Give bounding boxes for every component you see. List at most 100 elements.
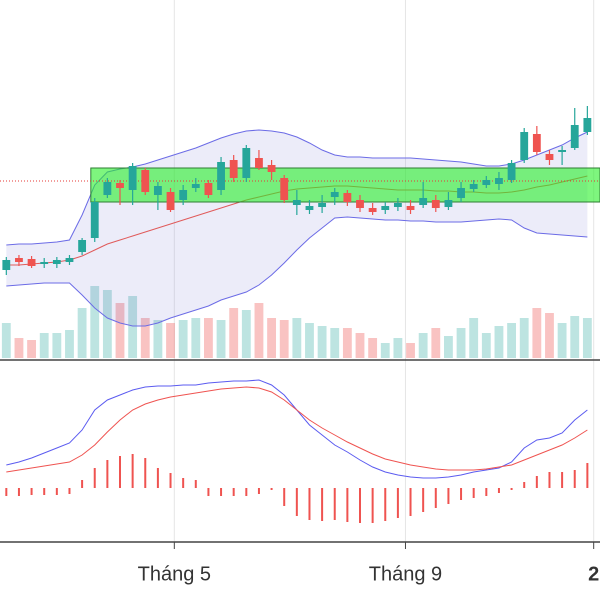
- volume-bar: [241, 310, 251, 358]
- candle-body: [153, 186, 162, 195]
- macd-hist: [510, 488, 513, 490]
- macd-hist: [422, 488, 425, 512]
- volume-bar: [128, 296, 138, 358]
- volume-bar: [65, 330, 74, 358]
- volume-bar: [279, 320, 289, 358]
- macd-hist: [308, 488, 311, 520]
- candle-body: [90, 202, 99, 238]
- volume-bar: [545, 313, 554, 358]
- volume-bar: [532, 308, 542, 358]
- macd-hist: [68, 488, 71, 494]
- macd-hist: [17, 488, 20, 496]
- x-axis: Tháng 5 Tháng 9 2: [138, 542, 599, 585]
- volume-bar: [456, 328, 466, 358]
- candle-body: [78, 240, 87, 252]
- candle-body: [128, 166, 137, 190]
- candle-body: [65, 258, 74, 262]
- candle-body: [305, 206, 314, 210]
- volume-bar: [305, 323, 314, 358]
- volume-bar: [115, 303, 125, 358]
- macd-hist: [55, 488, 58, 495]
- volume-bar: [380, 343, 390, 358]
- candle-body: [255, 158, 263, 168]
- macd-hist: [106, 460, 109, 488]
- candle-body: [40, 262, 49, 264]
- macd-hist: [156, 468, 159, 488]
- macd-hist: [472, 488, 475, 498]
- macd-hist: [182, 478, 185, 488]
- volume-bar: [254, 303, 264, 358]
- macd-hist: [485, 488, 488, 496]
- candle-body: [495, 178, 503, 184]
- macd-hist: [346, 488, 349, 522]
- candle-body: [469, 184, 478, 189]
- volume-bar: [342, 328, 352, 358]
- volume-bar: [1, 323, 11, 358]
- volume-bar: [204, 318, 213, 358]
- macd-hist: [131, 454, 134, 488]
- candle-body: [356, 200, 364, 208]
- macd-hist: [93, 468, 96, 488]
- candle-body: [179, 190, 188, 200]
- volume-bar: [39, 333, 49, 358]
- grid: [173, 0, 595, 542]
- candle-body: [166, 192, 175, 210]
- candle-body: [292, 200, 301, 205]
- macd-hist: [396, 488, 399, 518]
- macd-hist: [384, 488, 387, 521]
- macd-hist: [359, 488, 361, 523]
- volume-bar: [393, 338, 403, 358]
- volume-bar: [52, 333, 62, 358]
- volume-bar: [216, 320, 226, 358]
- volume-bar: [14, 338, 24, 358]
- macd-hist: [548, 472, 551, 488]
- macd-hist: [81, 480, 84, 488]
- macd-hist: [220, 488, 223, 496]
- candle-body: [217, 162, 225, 190]
- volume-bar: [355, 333, 365, 358]
- x-tick-label: 2: [588, 563, 599, 585]
- volume-bar: [292, 318, 302, 358]
- candle-body: [482, 180, 491, 185]
- candle-body: [15, 258, 23, 262]
- volume-bar: [229, 308, 239, 358]
- candle-body: [330, 192, 339, 197]
- candle-body: [280, 178, 289, 200]
- macd-hist: [5, 488, 8, 496]
- macd-hist: [283, 488, 286, 506]
- price-layer: [0, 106, 600, 327]
- volume-bar: [444, 336, 453, 358]
- candle-body: [381, 206, 390, 210]
- volume-bar: [557, 323, 567, 358]
- candle-body: [558, 150, 567, 152]
- candle-body: [204, 183, 213, 195]
- volume-bar: [406, 343, 415, 358]
- x-tick-label: Tháng 9: [369, 563, 442, 585]
- candle-body: [368, 208, 377, 212]
- macd-hist: [333, 488, 336, 520]
- volume-bar: [507, 323, 516, 358]
- volume-bar: [77, 308, 87, 358]
- candle-body: [229, 160, 238, 178]
- candle-body: [570, 125, 579, 148]
- candle-body: [318, 203, 327, 207]
- candle-body: [532, 134, 541, 152]
- candle-body: [52, 260, 61, 264]
- volume-bar: [267, 318, 276, 358]
- candle-body: [457, 188, 465, 198]
- macd-hist: [523, 482, 526, 488]
- macd-hist: [169, 473, 172, 488]
- macd-hist: [586, 463, 589, 488]
- macd-hist: [144, 458, 147, 488]
- macd-hist: [460, 488, 463, 500]
- macd-hist: [321, 488, 324, 521]
- volume-layer: [1, 286, 592, 358]
- x-tick-label: Tháng 5: [138, 563, 211, 585]
- macd-hist: [434, 488, 437, 508]
- candle-body: [191, 184, 200, 188]
- candle-body: [520, 132, 529, 160]
- macd-hist: [257, 488, 260, 494]
- volume-bar: [90, 286, 100, 358]
- macd-hist: [535, 476, 538, 488]
